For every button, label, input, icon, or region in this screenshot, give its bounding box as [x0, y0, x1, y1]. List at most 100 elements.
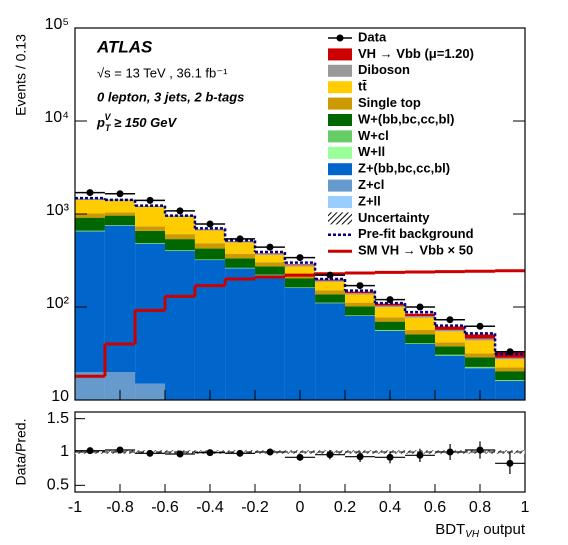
data-point [266, 243, 274, 251]
stack-segment [345, 306, 375, 316]
stack-segment [374, 307, 406, 318]
stack-segment [75, 231, 105, 373]
y-axis-label: Events / 0.13 [13, 34, 29, 116]
stack-segment [225, 258, 255, 268]
stack-segment [284, 288, 316, 400]
legend-swatch [328, 163, 352, 176]
data-point [506, 348, 514, 356]
stack-segment [315, 290, 345, 295]
stack-segment [284, 287, 316, 288]
stack-segment [75, 200, 105, 214]
stack-segment [284, 278, 316, 288]
legend-label: Data [358, 29, 387, 44]
ratio-point [446, 448, 454, 456]
stack-segment [435, 331, 465, 343]
data-point [176, 207, 184, 215]
stack-segment [225, 268, 255, 400]
data-point [386, 296, 394, 304]
stack-segment [495, 371, 525, 381]
pt-label: pTV ≥ 150 GeV [96, 112, 177, 133]
data-point [86, 189, 94, 197]
stack-segment [315, 281, 345, 291]
y-tick-label: 10² [46, 295, 70, 312]
stack-segment [435, 346, 465, 355]
stack-segment [75, 198, 105, 201]
x-tick-label: -0.6 [151, 499, 179, 516]
data-point [206, 220, 214, 228]
stack-segment [464, 353, 496, 358]
y-tick-label: 0.5 [47, 477, 69, 494]
y-tick-label: 10⁵ [45, 16, 69, 33]
x-tick-label: -0.4 [196, 499, 224, 516]
stack-segment [135, 207, 165, 227]
stack-segment [135, 226, 165, 231]
stack-segment [165, 251, 195, 400]
stack-segment [345, 316, 375, 400]
legend-label: Z+ll [358, 193, 381, 208]
stack-segment [435, 354, 465, 356]
stack-segment [225, 242, 255, 254]
x-axis-label: BDTVH output [435, 521, 526, 540]
ratio-point [146, 449, 154, 457]
y-tick-label: 10³ [46, 202, 70, 219]
stack-segment [104, 225, 136, 373]
stack-segment [315, 279, 345, 281]
legend-label: Uncertainty [358, 210, 430, 225]
ratio-point [86, 447, 94, 455]
stack-segment [194, 260, 226, 400]
stack-segment [464, 340, 496, 354]
x-tick-label: 0.8 [469, 499, 491, 516]
legend-label: VH → Vbb (μ=1.20) [358, 46, 474, 61]
ratio-point [416, 451, 424, 459]
stack-segment [194, 230, 226, 244]
stack-segment [75, 217, 105, 231]
x-tick-label: 0.4 [379, 499, 401, 516]
stack-segment [165, 239, 195, 251]
stack-segment [464, 334, 496, 339]
y-tick-label: 1 [60, 443, 69, 460]
data-point [446, 316, 454, 324]
legend-label: Diboson [358, 62, 410, 77]
legend-swatch [328, 97, 352, 110]
stack-segment [405, 334, 435, 344]
legend-swatch [328, 64, 352, 77]
ratio-y-axis-label: Data/Pred. [13, 419, 29, 486]
stack-segment [405, 313, 435, 317]
stack-segment [405, 329, 435, 335]
stack-segment [284, 265, 316, 267]
data-point [476, 322, 484, 330]
y-tick-label: 1.5 [47, 410, 69, 427]
stack-segment [104, 215, 136, 226]
ratio-point [266, 448, 274, 456]
legend-label: Single top [358, 95, 421, 110]
stack-segment [495, 367, 525, 372]
stack-segment [135, 230, 165, 243]
stack-segment [255, 254, 285, 263]
stack-segment [284, 264, 316, 266]
ratio-point [356, 453, 364, 461]
ratio-point [116, 446, 124, 454]
ratio-point [296, 453, 304, 461]
ratio-point [506, 459, 514, 467]
stack-segment [495, 357, 525, 360]
data-point [356, 282, 364, 290]
legend-swatch [328, 212, 352, 225]
stack-segment [255, 275, 285, 400]
legend-label: Z+cl [358, 177, 384, 192]
data-point [116, 190, 124, 198]
stack-segment [405, 317, 435, 330]
ratio-point [386, 453, 394, 461]
legend-label: W+cl [358, 128, 389, 143]
stack-segment [345, 294, 375, 303]
ratio-point [326, 451, 334, 459]
stack-segment [435, 326, 465, 330]
stack-segment [194, 259, 226, 260]
legend-label: W+ll [358, 144, 385, 159]
stack-segment [135, 206, 165, 208]
stack-segment [345, 302, 375, 307]
stack-segment [464, 366, 496, 368]
x-tick-label: -0.8 [106, 499, 134, 516]
energy-label: √s = 13 TeV , 36.1 fb⁻¹ [97, 65, 228, 80]
stack-segment [104, 212, 136, 216]
data-point [326, 271, 334, 279]
